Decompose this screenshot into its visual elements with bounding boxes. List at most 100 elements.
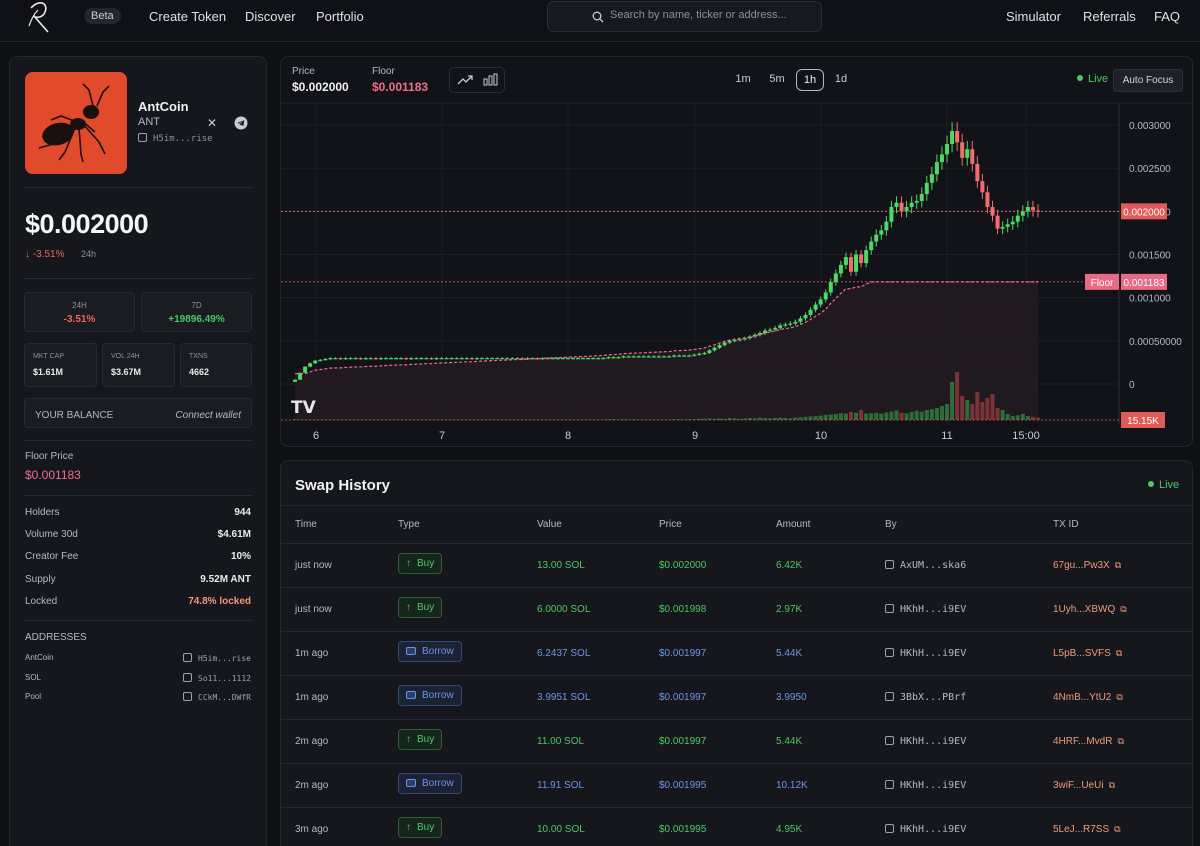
external-link-icon[interactable]: ⧉ xyxy=(1115,648,1123,658)
type-badge[interactable]: ↑ Buy xyxy=(398,817,443,838)
volume-bar xyxy=(1030,416,1035,420)
telegram-icon[interactable] xyxy=(234,116,248,130)
cell-by[interactable]: HKhH...i9EV xyxy=(885,648,966,659)
cell-txid[interactable]: 67gu...Pw3X ⧉ xyxy=(1053,560,1122,571)
type-badge[interactable]: Borrow xyxy=(398,685,462,706)
copy-icon[interactable] xyxy=(885,648,894,657)
copy-icon[interactable] xyxy=(885,692,894,701)
cell-by[interactable]: HKhH...i9EV xyxy=(885,824,966,835)
candle xyxy=(778,325,783,328)
candle xyxy=(919,194,924,201)
token-address[interactable]: H5im...rise xyxy=(138,133,213,144)
volume-bar xyxy=(955,372,960,420)
copy-icon[interactable] xyxy=(138,133,147,142)
candle xyxy=(560,358,565,360)
cell-txid[interactable]: L5pB...SVFS ⧉ xyxy=(1053,648,1123,659)
timeframe-1h[interactable]: 1h xyxy=(796,69,824,91)
candle xyxy=(697,353,702,355)
address-sol[interactable]: So11...1112 xyxy=(183,673,251,683)
cell-by[interactable]: HKhH...i9EV xyxy=(885,604,966,615)
cell-txid[interactable]: 1Uyh...XBWQ ⧉ xyxy=(1053,604,1127,615)
candle xyxy=(773,327,778,330)
nav-discover[interactable]: Discover xyxy=(245,9,296,24)
candle xyxy=(328,358,333,360)
candle xyxy=(626,356,631,358)
col-txid: TX ID xyxy=(1053,519,1079,530)
divider xyxy=(24,495,252,496)
candle xyxy=(646,356,651,358)
candle xyxy=(555,358,560,360)
search-input[interactable] xyxy=(610,9,810,21)
cell-by[interactable]: HKhH...i9EV xyxy=(885,736,966,747)
arrow-up-icon: ↑ xyxy=(406,734,411,745)
volume-bar xyxy=(970,404,975,420)
current-price-label: 0.002000 xyxy=(1123,207,1165,218)
nav-portfolio[interactable]: Portfolio xyxy=(316,9,364,24)
candle xyxy=(934,162,939,175)
candle xyxy=(469,358,474,360)
type-badge[interactable]: Borrow xyxy=(398,641,462,662)
timeframe-1d[interactable]: 1d xyxy=(834,73,848,85)
copy-icon[interactable] xyxy=(885,560,894,569)
cell-time: just now xyxy=(295,560,332,571)
type-badge[interactable]: ↑ Buy xyxy=(398,597,443,618)
copy-icon[interactable] xyxy=(885,736,894,745)
search-box[interactable] xyxy=(547,1,822,32)
cell-txid[interactable]: 4NmB...YtU2 ⧉ xyxy=(1053,692,1123,703)
type-badge[interactable]: ↑ Buy xyxy=(398,553,443,574)
auto-focus-button[interactable]: Auto Focus xyxy=(1113,69,1183,92)
nav-referrals[interactable]: Referrals xyxy=(1083,9,1136,24)
address-pool[interactable]: CCkM...DWfR xyxy=(183,692,251,702)
copy-icon[interactable] xyxy=(183,692,193,701)
x-tick-label: 7 xyxy=(439,430,445,442)
timeframe-5m[interactable]: 5m xyxy=(769,73,785,85)
copy-icon[interactable] xyxy=(885,604,894,613)
connect-wallet-button[interactable]: Connect wallet xyxy=(175,410,241,421)
external-link-icon[interactable]: ⧉ xyxy=(1114,824,1121,834)
cell-by[interactable]: AxUM...ska6 xyxy=(885,560,966,571)
address-label-pool: Pool xyxy=(25,692,42,701)
timeframe-1m[interactable]: 1m xyxy=(735,73,751,85)
nav-simulator[interactable]: Simulator xyxy=(1006,9,1061,24)
candle-chart-icon[interactable] xyxy=(481,72,499,88)
candle xyxy=(985,192,990,208)
address-antcoin[interactable]: H5im...rise xyxy=(183,653,251,663)
ant-image xyxy=(25,72,127,174)
candle xyxy=(955,131,960,143)
candle xyxy=(601,358,606,360)
copy-icon[interactable] xyxy=(183,673,193,682)
candle xyxy=(975,163,980,182)
candle xyxy=(308,363,313,367)
volume-bar xyxy=(742,418,747,420)
cell-txid[interactable]: 5LeJ...R7SS ⧉ xyxy=(1053,824,1121,835)
external-link-icon[interactable]: ⧉ xyxy=(1108,780,1116,790)
candle xyxy=(687,355,692,357)
logo-icon[interactable] xyxy=(26,0,56,34)
price-chart[interactable]: 0.003000 0.002500 0.002000 0.001500 0.001000… xyxy=(281,57,1193,447)
type-badge[interactable]: ↑ Buy xyxy=(398,729,443,750)
external-link-icon[interactable]: ⧉ xyxy=(1120,604,1127,614)
external-link-icon[interactable]: ⧉ xyxy=(1117,736,1124,746)
candle xyxy=(732,339,737,342)
external-link-icon[interactable]: ⧉ xyxy=(1114,560,1122,570)
volume-bar xyxy=(828,414,833,420)
cell-txid[interactable]: 4HRF...MvdR ⧉ xyxy=(1053,736,1124,747)
copy-icon[interactable] xyxy=(885,824,894,833)
type-badge[interactable]: Borrow xyxy=(398,773,462,794)
x-twitter-icon[interactable]: ✕ xyxy=(207,116,218,130)
candle xyxy=(591,358,596,360)
cell-txid[interactable]: 3wiF...UeUi ⧉ xyxy=(1053,780,1116,791)
candle xyxy=(389,358,394,360)
line-chart-icon[interactable] xyxy=(456,72,474,88)
candle xyxy=(419,358,424,360)
copy-icon[interactable] xyxy=(885,780,894,789)
cell-by[interactable]: 3BbX...PBrf xyxy=(885,692,966,703)
copy-icon[interactable] xyxy=(183,653,193,662)
external-link-icon[interactable]: ⧉ xyxy=(1116,692,1123,702)
nav-faq[interactable]: FAQ xyxy=(1154,9,1181,24)
candle xyxy=(490,358,495,360)
candle xyxy=(980,181,985,193)
cell-by[interactable]: HKhH...i9EV xyxy=(885,780,966,791)
nav-create-token[interactable]: Create Token xyxy=(149,9,227,24)
candle xyxy=(970,149,975,164)
